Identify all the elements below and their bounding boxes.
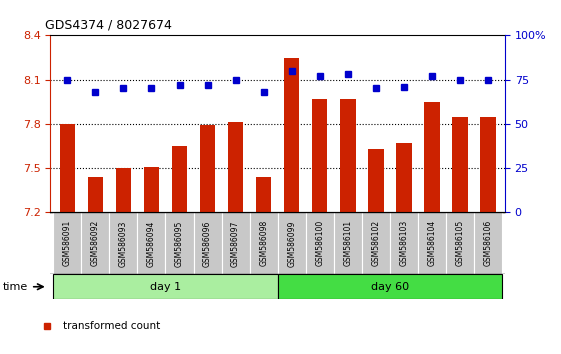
Bar <box>340 99 356 212</box>
Bar <box>172 146 187 212</box>
Bar <box>284 58 300 212</box>
Bar <box>53 212 81 274</box>
Text: GSM586099: GSM586099 <box>287 220 296 267</box>
Bar <box>88 177 103 212</box>
Bar <box>53 274 278 299</box>
Text: GSM586105: GSM586105 <box>456 220 465 267</box>
Bar <box>312 99 328 212</box>
Bar <box>368 149 384 212</box>
Bar <box>362 212 390 274</box>
Text: day 1: day 1 <box>150 282 181 292</box>
Bar <box>418 212 446 274</box>
Bar <box>109 212 137 274</box>
Bar <box>452 116 468 212</box>
Bar <box>424 102 440 212</box>
Bar <box>228 122 243 212</box>
Bar <box>396 143 412 212</box>
Bar <box>306 212 334 274</box>
Bar <box>200 125 215 212</box>
Bar <box>222 212 250 274</box>
Text: GSM586097: GSM586097 <box>231 220 240 267</box>
Text: GSM586094: GSM586094 <box>147 220 156 267</box>
Text: GSM586103: GSM586103 <box>399 220 408 267</box>
Bar <box>474 212 502 274</box>
Bar <box>278 212 306 274</box>
Text: GSM586106: GSM586106 <box>484 220 493 267</box>
Bar <box>144 167 159 212</box>
Text: GSM586100: GSM586100 <box>315 220 324 267</box>
Bar <box>165 212 194 274</box>
Bar <box>256 177 272 212</box>
Bar <box>116 168 131 212</box>
Bar <box>278 274 502 299</box>
Bar <box>446 212 474 274</box>
Text: time: time <box>3 282 28 292</box>
Bar <box>334 212 362 274</box>
Text: GSM586104: GSM586104 <box>427 220 436 267</box>
Bar <box>59 124 75 212</box>
Text: GSM586092: GSM586092 <box>91 220 100 267</box>
Text: GSM586093: GSM586093 <box>119 220 128 267</box>
Text: GSM586098: GSM586098 <box>259 220 268 267</box>
Text: GSM586096: GSM586096 <box>203 220 212 267</box>
Text: GSM586091: GSM586091 <box>63 220 72 267</box>
Bar <box>390 212 418 274</box>
Text: GSM586102: GSM586102 <box>371 220 380 267</box>
Bar <box>250 212 278 274</box>
Text: day 60: day 60 <box>371 282 409 292</box>
Bar <box>81 212 109 274</box>
Text: GSM586101: GSM586101 <box>343 220 352 267</box>
Text: transformed count: transformed count <box>63 321 160 331</box>
Text: GSM586095: GSM586095 <box>175 220 184 267</box>
Bar <box>480 116 496 212</box>
Bar <box>194 212 222 274</box>
Bar <box>137 212 165 274</box>
Text: GDS4374 / 8027674: GDS4374 / 8027674 <box>45 19 172 32</box>
